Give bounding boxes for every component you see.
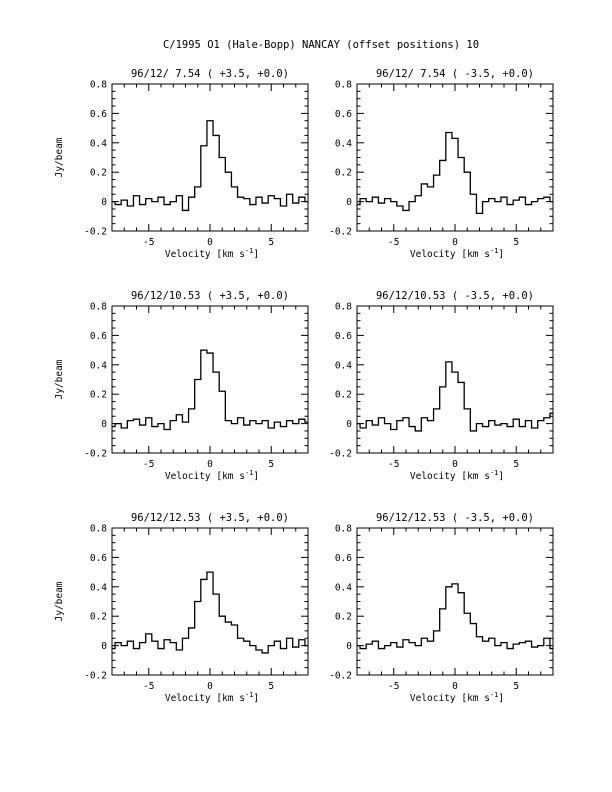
y-tick-label: 0.4 bbox=[90, 582, 107, 593]
x-axis-label: Velocity [km s-1] bbox=[165, 247, 259, 260]
y-tick-label: 0.4 bbox=[90, 360, 107, 371]
y-tick-label: 0 bbox=[346, 197, 352, 208]
spectrum-line bbox=[112, 349, 308, 431]
y-tick-label: 0.2 bbox=[90, 612, 107, 623]
y-tick-label: -0.2 bbox=[329, 449, 352, 460]
panel-title: 96/12/ 7.54 ( -3.5, +0.0) bbox=[376, 68, 534, 80]
x-tick-label: 0 bbox=[452, 237, 458, 248]
spectrum-panel: 96/12/12.53 ( -3.5, +0.0) -0.2 0 0.2 0.4 0.6 0… bbox=[329, 512, 554, 704]
plot-frame bbox=[111, 527, 309, 676]
spectrum-line bbox=[357, 583, 553, 650]
x-tick-label: 0 bbox=[207, 459, 213, 470]
x-tick-label: 5 bbox=[268, 459, 274, 470]
spectrum-panel: 96/12/12.53 ( +3.5, +0.0) -0.2 0 0.2 0.4 0.6 0… bbox=[54, 512, 309, 704]
spectrum-panel: 96/12/ 7.54 ( -3.5, +0.0) -0.2 0 0.2 0.4 0.6 0… bbox=[329, 68, 554, 260]
panel-title: 96/12/12.53 ( -3.5, +0.0) bbox=[376, 512, 534, 524]
x-axis-label: Velocity [km s-1] bbox=[410, 247, 504, 260]
x-tick-label: 5 bbox=[513, 237, 519, 248]
y-tick-label: 0.6 bbox=[90, 553, 107, 564]
y-tick-label: 0 bbox=[101, 419, 107, 430]
x-axis-label: Velocity [km s-1] bbox=[410, 691, 504, 704]
y-tick-label: 0.4 bbox=[335, 360, 352, 371]
spectrum-line bbox=[357, 361, 553, 432]
y-tick-label: 0 bbox=[101, 641, 107, 652]
plot-frame bbox=[356, 83, 554, 232]
y-tick-label: 0 bbox=[346, 419, 352, 430]
y-tick-label: 0 bbox=[101, 197, 107, 208]
panel-title: 96/12/12.53 ( +3.5, +0.0) bbox=[131, 512, 289, 524]
x-axis-label: Velocity [km s-1] bbox=[410, 469, 504, 482]
plot-frame bbox=[356, 305, 554, 454]
x-tick-label: 0 bbox=[207, 681, 213, 692]
figure-title: C/1995 O1 (Hale-Bopp) NANCAY (offset pos… bbox=[163, 39, 479, 51]
y-tick-label: 0 bbox=[346, 641, 352, 652]
spectrum-line bbox=[112, 571, 308, 654]
y-tick-label: 0.2 bbox=[90, 168, 107, 179]
y-tick-label: -0.2 bbox=[84, 671, 107, 682]
y-tick-label: 0.2 bbox=[335, 168, 352, 179]
x-tick-label: 5 bbox=[268, 681, 274, 692]
spectrum-panel: 96/12/10.53 ( +3.5, +0.0) -0.2 0 0.2 0.4 0.6 0… bbox=[54, 290, 309, 482]
y-tick-label: 0.8 bbox=[335, 524, 352, 535]
y-tick-label: 0.4 bbox=[90, 138, 107, 149]
y-tick-label: -0.2 bbox=[329, 671, 352, 682]
panel-title: 96/12/10.53 ( +3.5, +0.0) bbox=[131, 290, 289, 302]
y-tick-label: 0.8 bbox=[90, 302, 107, 313]
spectrum-panel: 96/12/ 7.54 ( +3.5, +0.0) -0.2 0 0.2 0.4 0.6 0… bbox=[54, 68, 309, 260]
x-tick-label: 5 bbox=[513, 681, 519, 692]
y-axis-label: Jy/beam bbox=[54, 137, 65, 177]
y-tick-label: 0.8 bbox=[90, 80, 107, 91]
spectrum-panel: 96/12/10.53 ( -3.5, +0.0) -0.2 0 0.2 0.4 0.6 0… bbox=[329, 290, 554, 482]
plot-frame bbox=[111, 83, 309, 232]
plot-frame bbox=[111, 305, 309, 454]
y-tick-label: 0.6 bbox=[90, 331, 107, 342]
x-tick-label: -5 bbox=[388, 237, 399, 248]
plot-frame bbox=[356, 527, 554, 676]
spectrum-line bbox=[112, 120, 308, 212]
x-tick-label: 0 bbox=[452, 459, 458, 470]
y-tick-label: -0.2 bbox=[84, 227, 107, 238]
y-tick-label: 0.4 bbox=[335, 582, 352, 593]
y-tick-label: 0.4 bbox=[335, 138, 352, 149]
x-tick-label: -5 bbox=[388, 681, 399, 692]
x-tick-label: 5 bbox=[268, 237, 274, 248]
y-axis-label: Jy/beam bbox=[54, 359, 65, 399]
y-tick-label: -0.2 bbox=[329, 227, 352, 238]
y-tick-label: 0.6 bbox=[335, 331, 352, 342]
y-axis-label: Jy/beam bbox=[54, 581, 65, 621]
y-tick-label: 0.6 bbox=[335, 553, 352, 564]
y-tick-label: 0.6 bbox=[90, 109, 107, 120]
x-tick-label: 0 bbox=[452, 681, 458, 692]
spectrum-line bbox=[357, 131, 553, 215]
y-tick-label: 0.8 bbox=[335, 302, 352, 313]
panel-title: 96/12/10.53 ( -3.5, +0.0) bbox=[376, 290, 534, 302]
x-tick-label: -5 bbox=[143, 681, 154, 692]
x-tick-label: -5 bbox=[388, 459, 399, 470]
x-tick-label: 0 bbox=[207, 237, 213, 248]
y-tick-label: 0.8 bbox=[90, 524, 107, 535]
y-tick-label: -0.2 bbox=[84, 449, 107, 460]
x-tick-label: -5 bbox=[143, 237, 154, 248]
x-tick-label: 5 bbox=[513, 459, 519, 470]
x-tick-label: -5 bbox=[143, 459, 154, 470]
panel-title: 96/12/ 7.54 ( +3.5, +0.0) bbox=[131, 68, 289, 80]
spectra-panels: 96/12/ 7.54 ( +3.5, +0.0) -0.2 0 0.2 0.4 0.6 0… bbox=[54, 68, 554, 704]
y-tick-label: 0.2 bbox=[335, 612, 352, 623]
x-axis-label: Velocity [km s-1] bbox=[165, 469, 259, 482]
x-axis-label: Velocity [km s-1] bbox=[165, 691, 259, 704]
y-tick-label: 0.6 bbox=[335, 109, 352, 120]
y-tick-label: 0.2 bbox=[90, 390, 107, 401]
y-tick-label: 0.8 bbox=[335, 80, 352, 91]
y-tick-label: 0.2 bbox=[335, 390, 352, 401]
